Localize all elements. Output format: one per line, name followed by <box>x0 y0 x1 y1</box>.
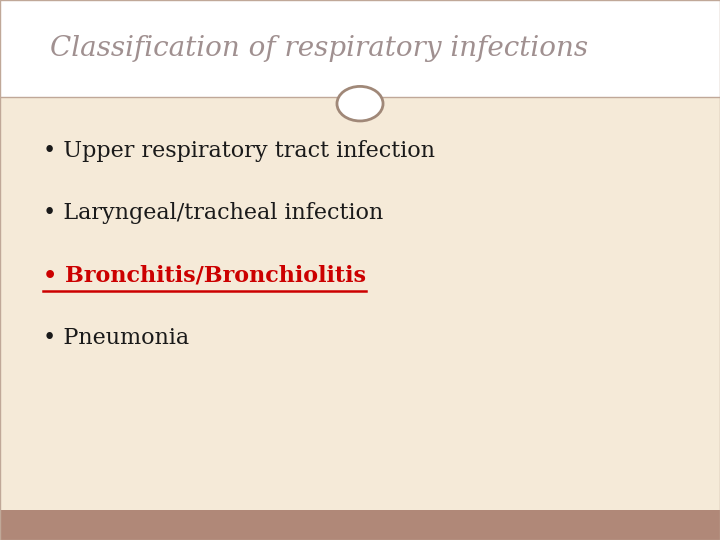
Text: Classification of respiratory infections: Classification of respiratory infections <box>50 35 588 62</box>
Text: • Pneumonia: • Pneumonia <box>43 327 189 348</box>
Text: • Upper respiratory tract infection: • Upper respiratory tract infection <box>43 140 435 162</box>
Text: • Bronchitis/Bronchiolitis: • Bronchitis/Bronchiolitis <box>43 265 366 286</box>
FancyBboxPatch shape <box>0 510 720 540</box>
FancyBboxPatch shape <box>0 97 720 510</box>
FancyBboxPatch shape <box>0 0 720 97</box>
Text: • Laryngeal/tracheal infection: • Laryngeal/tracheal infection <box>43 202 384 224</box>
Circle shape <box>337 86 383 121</box>
